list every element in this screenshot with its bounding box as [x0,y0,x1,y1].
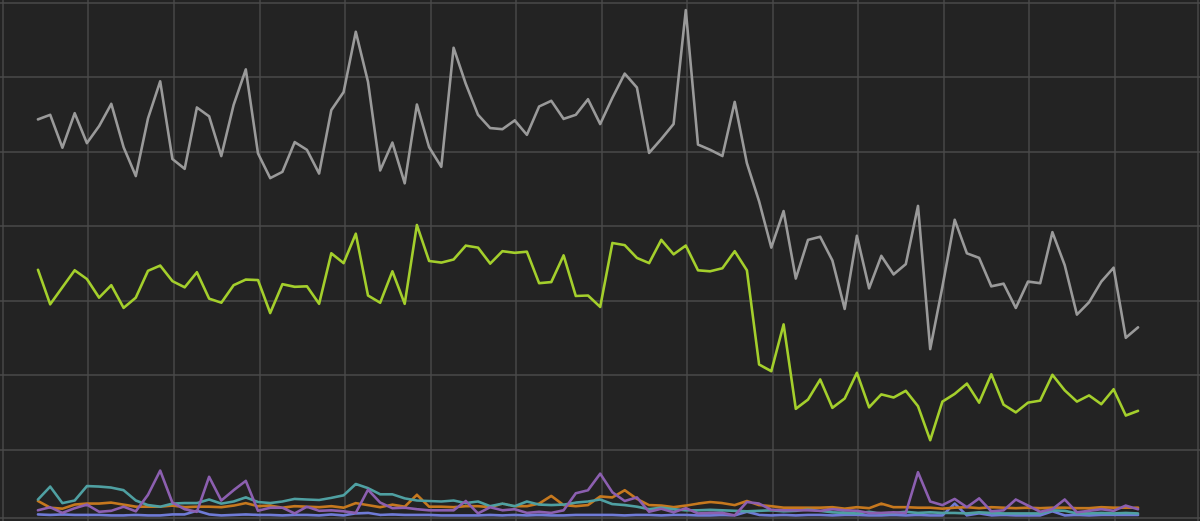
series-line-3 [36,469,1140,517]
series-group [36,8,1140,517]
series-line-1 [36,8,1140,351]
series-line-2 [36,223,1140,442]
series-line-6 [36,502,1140,517]
series-line-4 [36,482,1140,515]
series-line-5 [36,488,1140,511]
